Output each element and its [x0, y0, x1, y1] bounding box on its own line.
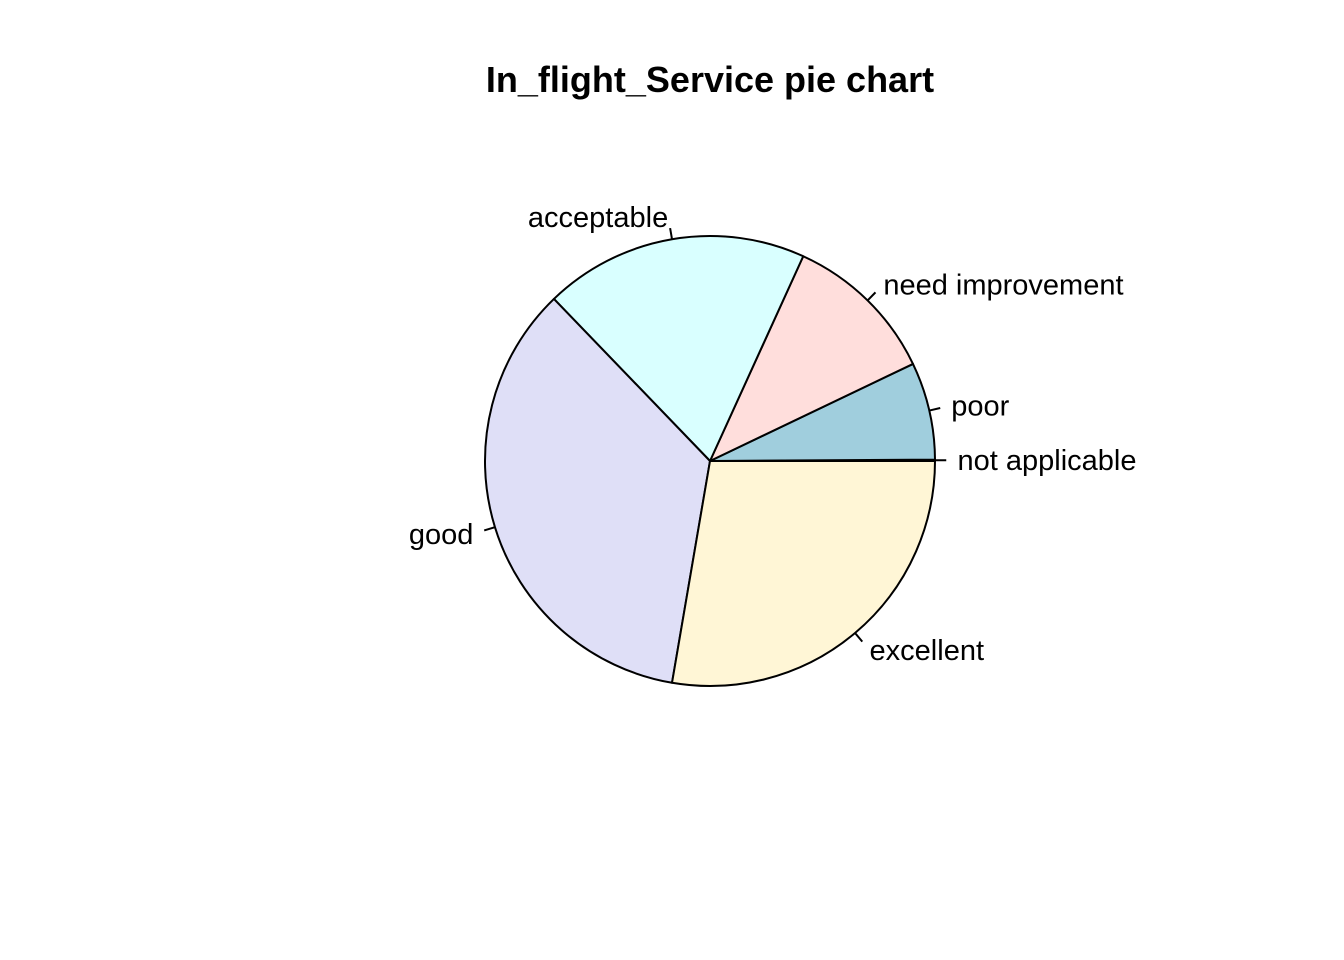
slice-label-excellent: excellent — [870, 635, 984, 667]
slice-label-poor: poor — [951, 390, 1009, 422]
label-tick-good — [483, 526, 496, 532]
pie-slice-need-improvement — [709, 255, 914, 462]
label-tick-need-improvement — [866, 291, 877, 302]
pie-slice-excellent — [671, 460, 936, 687]
slice-label-need-improvement: need improvement — [883, 269, 1123, 301]
slice-label-acceptable: acceptable — [528, 202, 668, 234]
pie-slices — [484, 235, 937, 687]
label-ticks — [483, 227, 947, 643]
chart-title: In_flight_Service pie chart — [486, 59, 934, 100]
label-tick-excellent — [854, 632, 864, 643]
label-tick-acceptable — [669, 227, 673, 240]
pie-slice-acceptable — [552, 235, 805, 462]
slice-labels: not applicable poor need improvement accept… — [409, 202, 1137, 667]
slice-label-good: good — [409, 519, 474, 551]
slice-label-not-applicable: not applicable — [958, 445, 1137, 477]
label-tick-poor — [929, 407, 941, 412]
